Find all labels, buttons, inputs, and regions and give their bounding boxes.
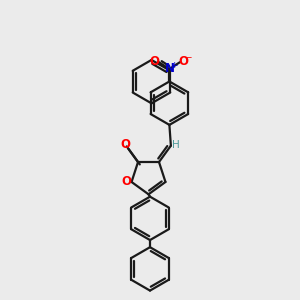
- Text: +: +: [170, 61, 178, 70]
- Text: O: O: [122, 176, 132, 188]
- Text: H: H: [172, 140, 179, 150]
- Text: O: O: [120, 138, 130, 152]
- Text: O: O: [178, 55, 189, 68]
- Text: O: O: [150, 55, 160, 68]
- Text: N: N: [164, 62, 174, 76]
- Text: −: −: [184, 52, 191, 61]
